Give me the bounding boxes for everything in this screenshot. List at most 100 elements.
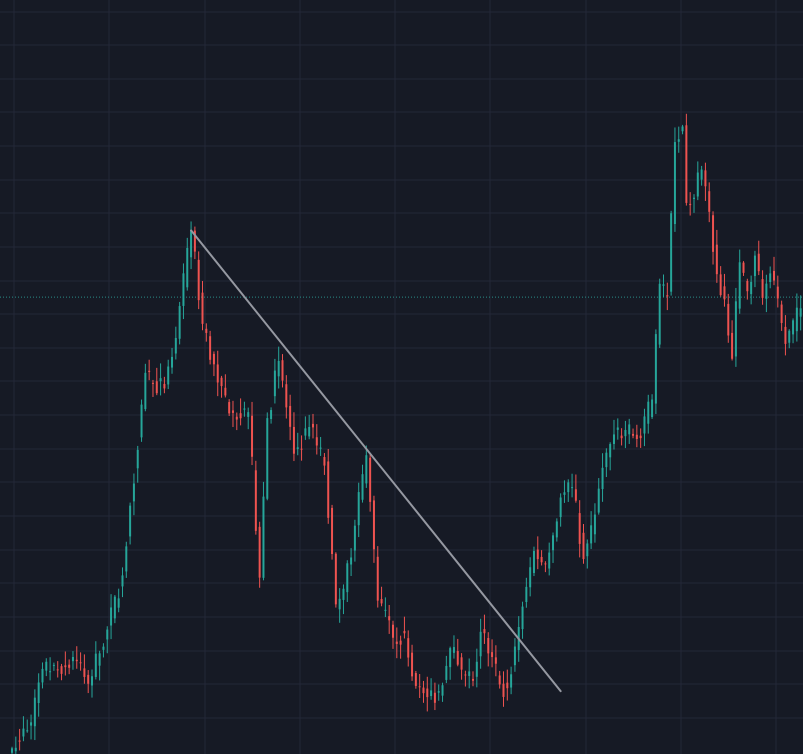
candle xyxy=(494,645,497,677)
candle-body xyxy=(571,487,574,489)
candle xyxy=(186,237,189,291)
candle xyxy=(593,503,596,543)
candle xyxy=(300,435,303,461)
candle-body xyxy=(651,399,654,418)
candle xyxy=(567,479,570,502)
candle-body xyxy=(304,428,307,436)
candle xyxy=(620,428,623,446)
candle-body xyxy=(64,665,67,668)
candle-body xyxy=(731,332,734,359)
candle xyxy=(750,275,753,305)
candle xyxy=(586,539,589,569)
candle xyxy=(712,211,715,265)
candle-body xyxy=(658,283,661,345)
candle-body xyxy=(14,747,17,752)
candle-body xyxy=(228,402,231,414)
candle xyxy=(498,670,501,689)
candle-body xyxy=(700,169,703,180)
candle-body xyxy=(624,429,627,437)
candle xyxy=(102,643,105,658)
candle xyxy=(460,653,463,680)
candle xyxy=(110,594,113,640)
candle xyxy=(296,432,299,456)
candle xyxy=(605,448,608,478)
candle xyxy=(529,557,532,597)
candle-body xyxy=(799,308,802,317)
candle xyxy=(407,630,410,667)
candle xyxy=(266,412,269,501)
candle-body xyxy=(315,437,318,446)
candle-body xyxy=(529,567,532,588)
candle-body xyxy=(159,378,162,382)
candle-body xyxy=(708,191,711,212)
candle-body xyxy=(372,500,375,550)
candle-body xyxy=(22,728,25,737)
candle-body xyxy=(350,557,353,565)
candle-body xyxy=(155,381,158,394)
candle xyxy=(559,493,562,527)
trendline-drawing[interactable] xyxy=(190,229,562,693)
candle-body xyxy=(609,444,612,458)
candle-body xyxy=(567,482,570,493)
candle-body xyxy=(68,664,71,668)
candle xyxy=(308,414,311,440)
candle xyxy=(491,639,494,668)
candle-body xyxy=(106,629,109,640)
candle-body xyxy=(308,427,311,437)
candle-body xyxy=(532,550,535,573)
candle xyxy=(658,278,661,348)
candle-body xyxy=(190,230,193,258)
candle-body xyxy=(487,638,490,654)
candle-body xyxy=(536,549,539,560)
candle-body xyxy=(586,543,589,557)
candle-body xyxy=(399,640,402,645)
candle-body xyxy=(33,697,36,727)
candle xyxy=(521,601,524,639)
candle xyxy=(11,746,13,754)
candle-body xyxy=(681,126,684,132)
candle-body xyxy=(334,553,337,605)
candle-body xyxy=(765,283,768,299)
candle xyxy=(392,620,394,649)
candle xyxy=(445,655,448,684)
candle xyxy=(612,419,615,450)
candle-body xyxy=(125,546,128,572)
candle xyxy=(182,263,185,320)
candle xyxy=(380,586,383,607)
candle xyxy=(353,519,356,562)
candle xyxy=(632,428,635,439)
candle-body xyxy=(129,505,132,537)
candle-body xyxy=(30,722,33,726)
candle-body xyxy=(449,648,452,668)
candle-body xyxy=(148,370,151,373)
candle xyxy=(144,363,147,412)
candle-body xyxy=(468,671,471,676)
candle xyxy=(483,614,486,644)
candle-body xyxy=(540,556,543,563)
candle xyxy=(71,651,74,670)
candle xyxy=(685,113,688,206)
candle-body xyxy=(212,353,215,365)
candle xyxy=(224,374,227,398)
candle-body xyxy=(144,372,147,410)
candle-body xyxy=(433,692,436,703)
candle-body xyxy=(597,488,600,513)
candle xyxy=(60,663,63,681)
candle xyxy=(784,315,787,356)
candle-body xyxy=(167,366,170,385)
candle-body xyxy=(647,401,650,424)
candle-body xyxy=(502,683,505,697)
candle-body xyxy=(174,337,177,354)
candle-body xyxy=(18,740,21,742)
candle xyxy=(132,473,135,516)
candle-body xyxy=(574,489,577,501)
candle xyxy=(98,650,101,681)
candle-body xyxy=(171,356,174,368)
candle-body xyxy=(277,360,280,377)
candle-body xyxy=(510,674,513,688)
candle-body xyxy=(643,416,646,434)
candle-body xyxy=(342,588,345,600)
candle xyxy=(609,442,612,471)
